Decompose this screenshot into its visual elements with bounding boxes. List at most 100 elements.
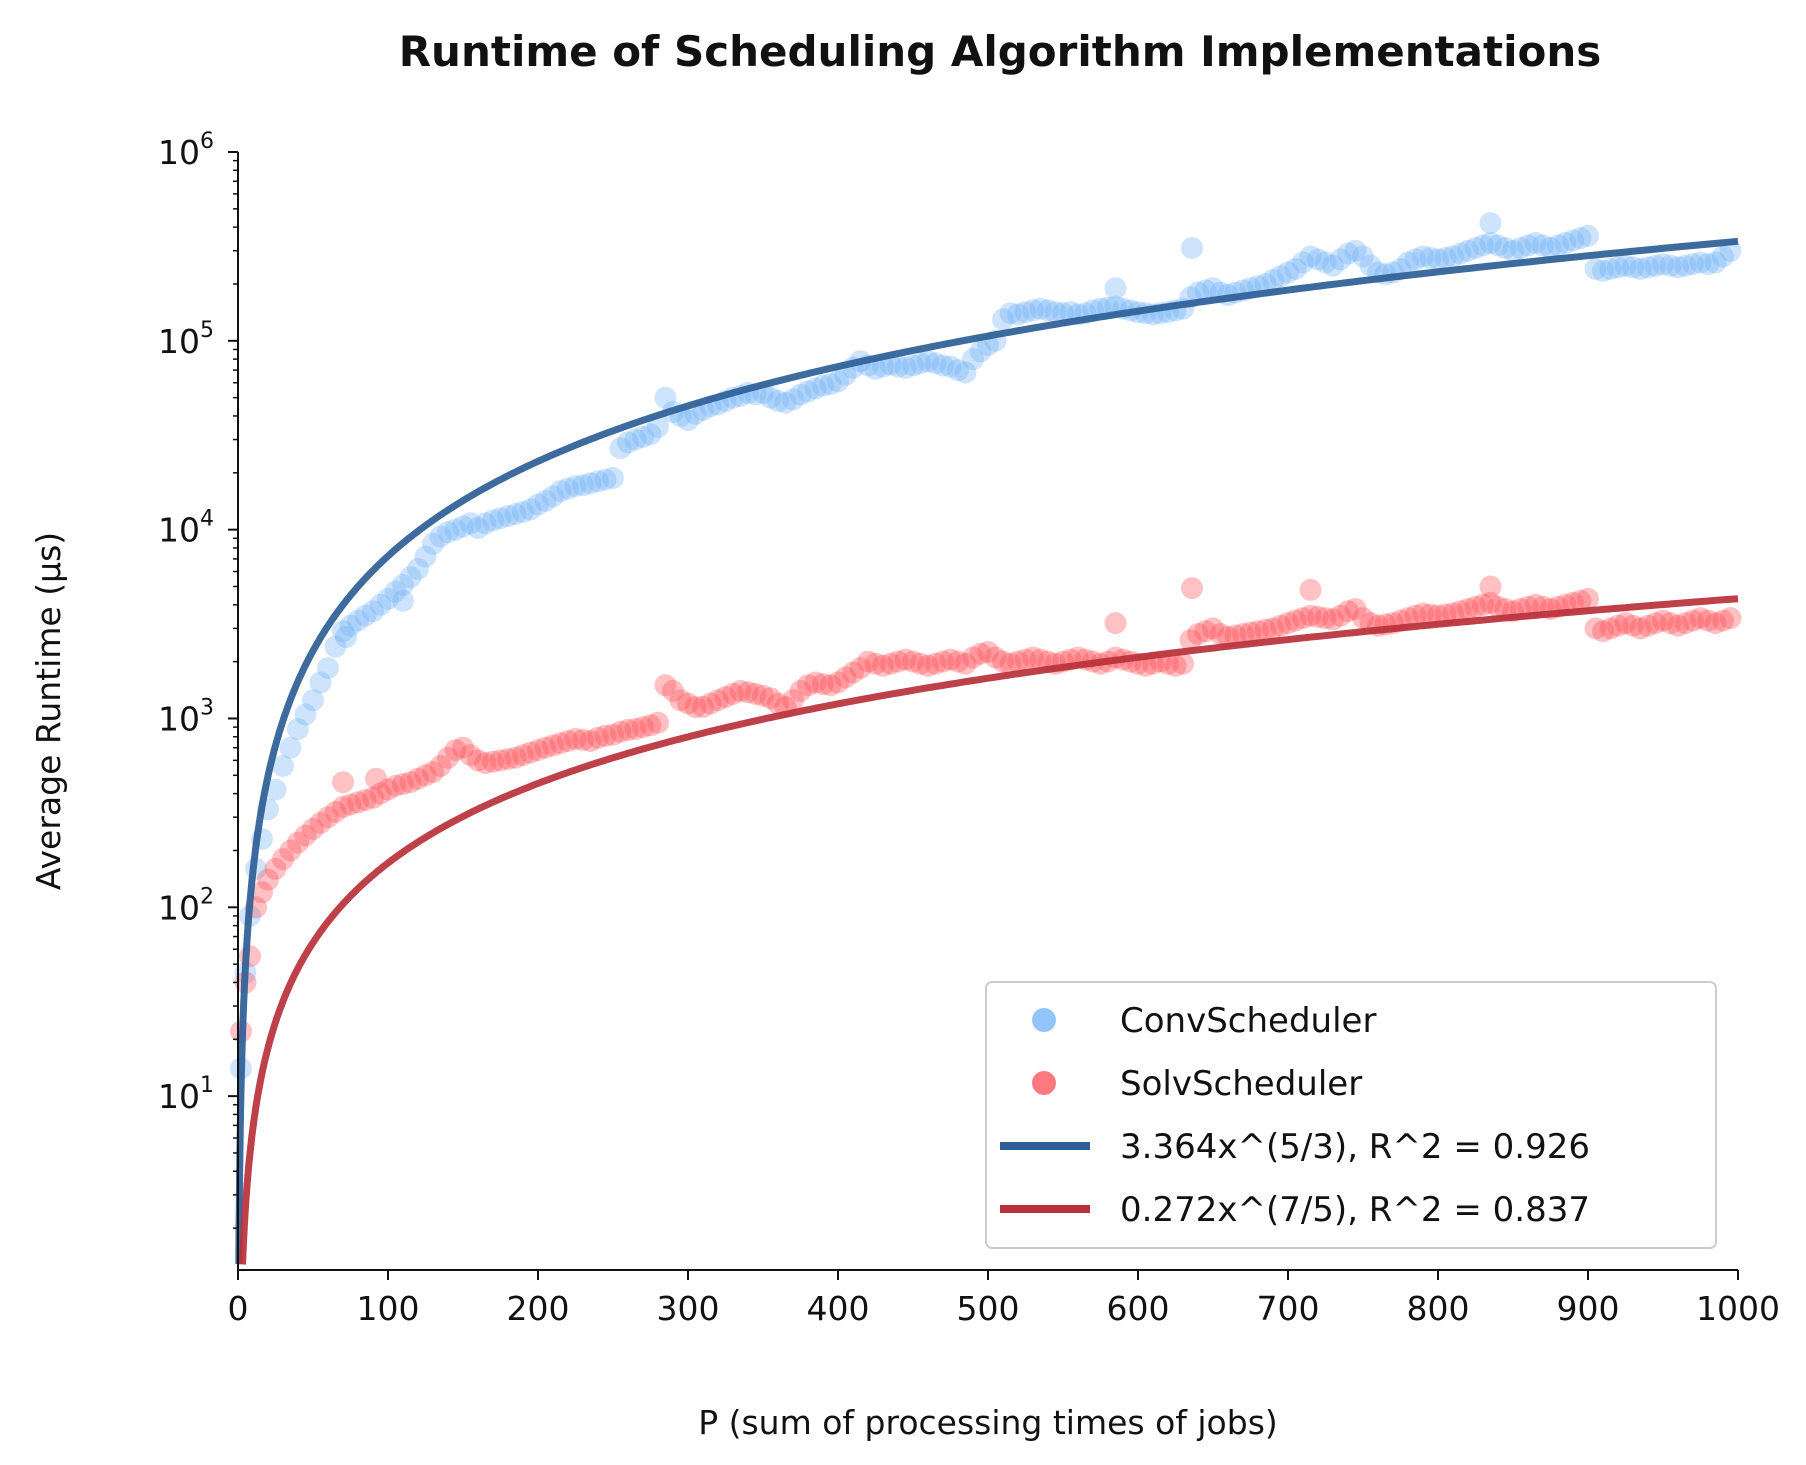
point-solvscheduler xyxy=(1172,652,1194,675)
point-convscheduler xyxy=(1104,277,1127,300)
point-convscheduler xyxy=(954,361,977,384)
point-solvscheduler xyxy=(849,657,872,679)
point-solvscheduler xyxy=(744,682,767,705)
point-solvscheduler xyxy=(1599,617,1622,640)
point-convscheduler xyxy=(602,466,624,489)
point-convscheduler xyxy=(782,388,804,411)
point-solvscheduler xyxy=(1157,652,1179,675)
point-solvscheduler xyxy=(1697,609,1719,632)
point-convscheduler xyxy=(437,521,459,544)
fit-line-solv xyxy=(239,595,1739,1265)
point-convscheduler xyxy=(512,501,534,523)
point-solvscheduler xyxy=(804,671,827,694)
point-convscheduler xyxy=(774,391,797,414)
point-convscheduler xyxy=(1554,231,1577,254)
point-convscheduler xyxy=(1419,246,1442,269)
point-solvscheduler xyxy=(1232,623,1254,645)
point-convscheduler xyxy=(347,609,369,632)
point-solvscheduler xyxy=(969,642,992,665)
point-convscheduler xyxy=(377,587,399,610)
point-convscheduler xyxy=(1322,254,1344,277)
point-solvscheduler xyxy=(354,789,377,811)
point-convscheduler xyxy=(1667,256,1689,279)
point-convscheduler xyxy=(594,468,617,491)
point-convscheduler xyxy=(444,518,467,541)
point-solvscheduler xyxy=(459,744,482,767)
point-solvscheduler xyxy=(1329,604,1352,627)
x-tick-label: 100 xyxy=(357,1289,420,1328)
point-convscheduler xyxy=(909,352,932,375)
point-solvscheduler xyxy=(669,689,692,712)
y-tick-label: 106 xyxy=(158,129,214,172)
point-solvscheduler xyxy=(992,650,1014,673)
point-convscheduler xyxy=(1592,259,1614,282)
point-solvscheduler xyxy=(332,771,354,794)
point-solvscheduler xyxy=(684,696,707,718)
point-convscheduler xyxy=(1044,301,1067,324)
point-solvscheduler xyxy=(962,646,984,669)
point-convscheduler xyxy=(677,409,699,432)
point-convscheduler xyxy=(519,498,542,521)
point-solvscheduler xyxy=(294,824,317,847)
point-convscheduler xyxy=(1614,254,1637,277)
point-convscheduler xyxy=(887,355,909,378)
point-solvscheduler xyxy=(1479,591,1502,614)
point-convscheduler xyxy=(1464,237,1487,259)
y-ticks: 101 102 103 104 105 106 xyxy=(158,129,238,1229)
point-convscheduler xyxy=(354,604,377,627)
point-convscheduler xyxy=(1202,277,1224,300)
point-convscheduler xyxy=(1704,251,1727,274)
point-convscheduler xyxy=(429,525,452,548)
point-convscheduler xyxy=(335,626,357,648)
x-tick-label: 0 xyxy=(228,1289,249,1328)
point-convscheduler xyxy=(1472,234,1494,257)
point-convscheduler xyxy=(1337,242,1359,265)
point-solvscheduler xyxy=(489,749,512,772)
point-solvscheduler xyxy=(1292,607,1314,630)
point-solvscheduler xyxy=(1269,614,1292,637)
point-solvscheduler xyxy=(1299,604,1322,627)
point-solvscheduler xyxy=(1254,618,1277,641)
point-solvscheduler xyxy=(444,739,467,762)
point-solvscheduler xyxy=(557,730,579,752)
point-solvscheduler xyxy=(707,689,729,712)
point-convscheduler xyxy=(819,373,842,396)
point-solvscheduler xyxy=(797,674,819,697)
point-convscheduler xyxy=(1524,231,1547,254)
point-convscheduler xyxy=(827,370,849,393)
point-solvscheduler xyxy=(407,767,429,790)
point-solvscheduler xyxy=(1352,607,1374,630)
point-convscheduler xyxy=(369,593,392,616)
y-tick-label: 103 xyxy=(158,695,214,738)
point-convscheduler xyxy=(1539,237,1562,259)
point-solvscheduler xyxy=(759,687,782,710)
point-solvscheduler xyxy=(1659,612,1682,635)
point-solvscheduler xyxy=(827,671,849,694)
point-solvscheduler xyxy=(939,648,962,671)
point-solvscheduler xyxy=(1584,617,1607,640)
point-solvscheduler xyxy=(1164,654,1187,677)
legend-label-solvscheduler: SolvScheduler xyxy=(1120,1064,1362,1104)
fit-lines xyxy=(235,237,1739,1265)
point-convscheduler xyxy=(1517,234,1539,257)
x-tick-label: 700 xyxy=(1257,1289,1320,1328)
point-convscheduler xyxy=(1427,248,1449,271)
point-convscheduler xyxy=(272,755,294,777)
point-solvscheduler xyxy=(602,723,624,746)
point-convscheduler xyxy=(422,532,444,555)
point-convscheduler xyxy=(1277,261,1299,284)
point-solvscheduler xyxy=(542,734,564,757)
point-convscheduler xyxy=(924,352,947,375)
point-solvscheduler xyxy=(677,692,699,715)
x-tick-label: 600 xyxy=(1107,1289,1170,1328)
point-solvscheduler xyxy=(497,748,519,770)
point-convscheduler xyxy=(1682,253,1704,276)
point-convscheduler xyxy=(362,600,384,623)
point-convscheduler xyxy=(1307,248,1329,271)
point-solvscheduler xyxy=(699,692,722,715)
point-solvscheduler xyxy=(999,652,1022,675)
point-solvscheduler xyxy=(422,761,444,784)
point-convscheduler xyxy=(1412,245,1434,268)
x-tick-label: 500 xyxy=(957,1289,1020,1328)
x-tick-label: 800 xyxy=(1407,1289,1470,1328)
